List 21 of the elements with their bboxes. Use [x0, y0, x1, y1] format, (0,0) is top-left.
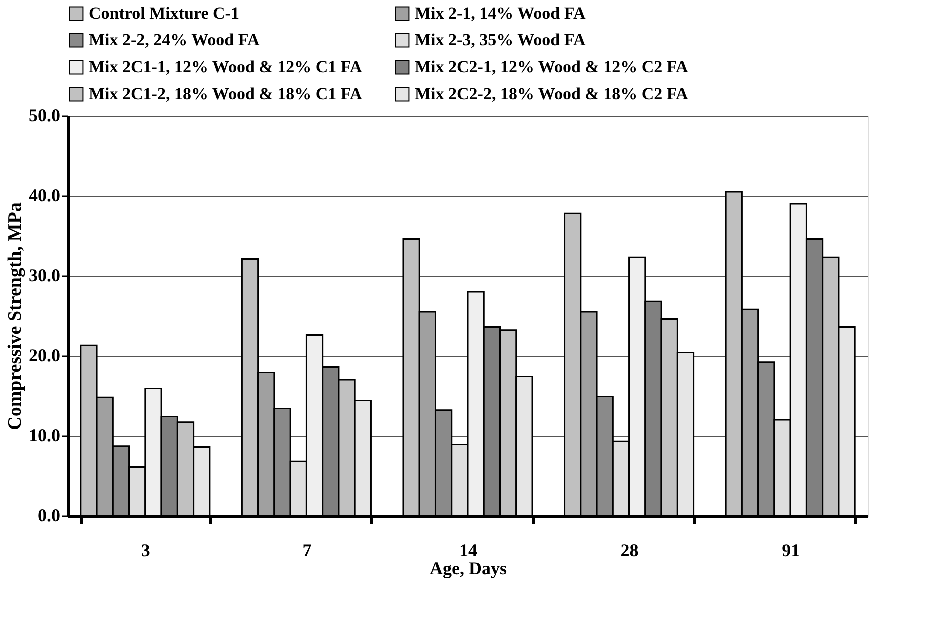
x-tick-label: 7: [302, 540, 312, 560]
legend-label: Mix 2C1-2, 18% Wood & 18% C1 FA: [89, 84, 363, 104]
legend-label: Mix 2C2-1, 12% Wood & 12% C2 FA: [415, 58, 689, 76]
y-tick-label: 10.0: [29, 426, 60, 446]
legend-label: Control Mixture C-1: [89, 4, 240, 23]
legend-label: Mix 2C2-2, 18% Wood & 18% C2 FA: [415, 84, 689, 104]
y-tick-label: 50.0: [29, 106, 60, 126]
legend-label: Mix 2-3, 35% Wood FA: [415, 30, 587, 50]
x-tick-label: 14: [460, 540, 478, 560]
x-tick-label: 28: [620, 540, 639, 560]
y-tick-label: 20.0: [29, 346, 60, 366]
y-tick-label: 40.0: [29, 186, 60, 206]
x-tick-label: 3: [141, 540, 150, 560]
x-tick-label: 91: [782, 540, 800, 560]
legend-label: Mix 2C1-1, 12% Wood & 12% C1 FA: [89, 58, 363, 76]
y-tick-label: 0.0: [38, 506, 60, 526]
legend-label: Mix 2-2, 24% Wood FA: [89, 30, 261, 50]
x-axis-title: Age, Days: [430, 558, 507, 578]
legend-label: Mix 2-1, 14% Wood FA: [415, 4, 587, 23]
y-axis-title: Compressive Strength, MPa: [5, 202, 26, 430]
y-tick-label: 30.0: [29, 266, 60, 286]
